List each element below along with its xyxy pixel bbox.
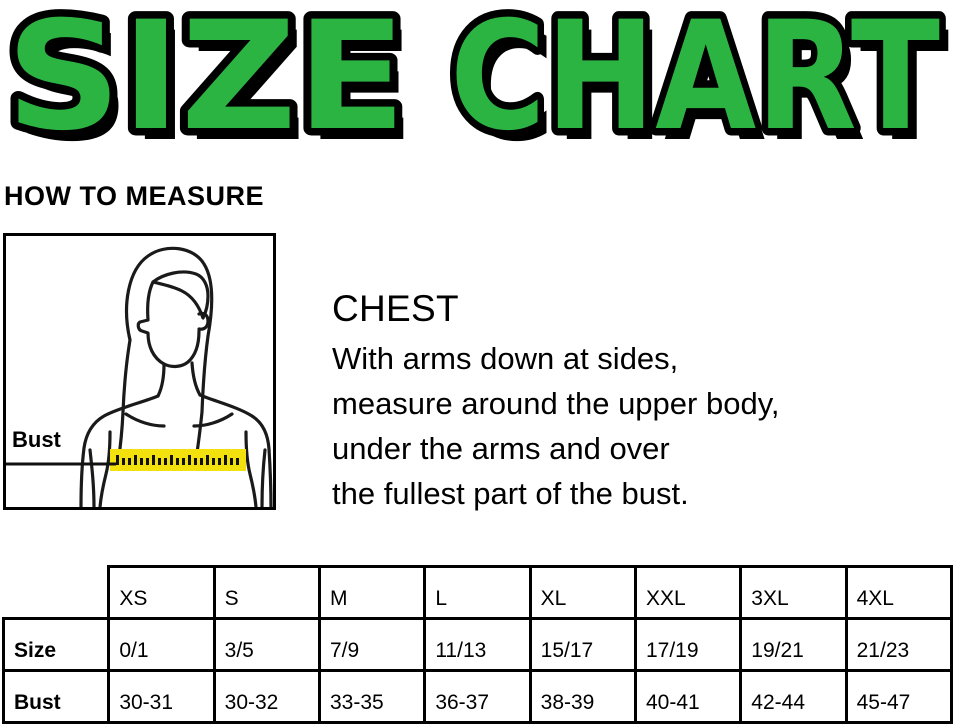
svg-text:SIZE: SIZE [15, 1, 415, 150]
size-table-container: XS S M L XL XXL 3XL 4XL Size 0/1 3/5 7/9… [0, 565, 953, 726]
chest-description: With arms down at sides, measure around … [332, 336, 932, 516]
cell-size-3xl: 19/21 [739, 617, 848, 672]
bust-label: Bust [12, 429, 61, 451]
chest-heading: CHEST [332, 288, 459, 329]
table-header-l: L [423, 565, 532, 620]
table-row-size: Size 0/1 3/5 7/9 11/13 15/17 17/19 19/21… [1, 617, 953, 672]
cell-bust-xl: 38-39 [528, 669, 637, 724]
table-header-row: XS S M L XL XXL 3XL 4XL [3, 565, 953, 620]
table-row-bust: Bust 30-31 30-32 33-35 36-37 38-39 40-41… [1, 669, 953, 724]
table-header-m: M [317, 565, 427, 620]
size-table: XS S M L XL XXL 3XL 4XL Size 0/1 3/5 7/9… [1, 565, 953, 724]
svg-text:CHART: CHART [450, 0, 940, 150]
cell-bust-m: 33-35 [317, 669, 427, 724]
table-header-xl: XL [528, 565, 637, 620]
cell-bust-4xl: 45-47 [844, 669, 953, 724]
svg-text:CHART: CHART [450, 0, 940, 150]
title-letters: SIZE CHART SIZE CHART SIZE CHART [0, 0, 949, 150]
table-header-xxl: XXL [633, 565, 743, 620]
svg-text:SIZE: SIZE [6, 0, 406, 150]
chest-description-line-1: With arms down at sides, [332, 341, 679, 376]
measure-illustration-box [3, 233, 276, 510]
cell-bust-xs: 30-31 [107, 669, 216, 724]
cell-bust-xxl: 40-41 [633, 669, 743, 724]
cell-size-4xl: 21/23 [844, 617, 953, 672]
row-label-bust: Bust [1, 669, 111, 724]
table-header-4xl: 4XL [844, 565, 953, 620]
table-header-s: S [212, 565, 321, 620]
table-header-xs: XS [107, 565, 216, 620]
cell-size-xs: 0/1 [107, 617, 216, 672]
cell-size-m: 7/9 [317, 617, 427, 672]
cell-bust-3xl: 42-44 [739, 669, 848, 724]
chest-description-line-3: under the arms and over [332, 431, 670, 466]
chest-instructions: CHEST With arms down at sides, measure a… [332, 290, 932, 516]
cell-bust-s: 30-32 [212, 669, 321, 724]
how-to-measure-heading: HOW TO MEASURE [4, 181, 265, 211]
tape-measure-icon [110, 449, 246, 471]
chest-description-line-2: measure around the upper body, [332, 386, 780, 421]
svg-text:SIZE: SIZE [6, 0, 406, 150]
table-corner-cell [3, 566, 109, 619]
chest-description-line-4: the fullest part of the bust. [332, 476, 689, 511]
cell-size-s: 3/5 [212, 617, 321, 672]
cell-size-l: 11/13 [423, 617, 532, 672]
female-torso-icon [6, 246, 273, 507]
bust-label-text: Bust [12, 427, 61, 452]
svg-text:CHART: CHART [459, 1, 949, 150]
cell-size-xxl: 17/19 [633, 617, 743, 672]
page-title: .gl { font-family: "DejaVu Sans", sans-s… [0, 0, 953, 150]
row-label-size: Size [1, 617, 111, 672]
table-header-3xl: 3XL [739, 565, 848, 620]
cell-bust-l: 36-37 [423, 669, 532, 724]
cell-size-xl: 15/17 [528, 617, 637, 672]
